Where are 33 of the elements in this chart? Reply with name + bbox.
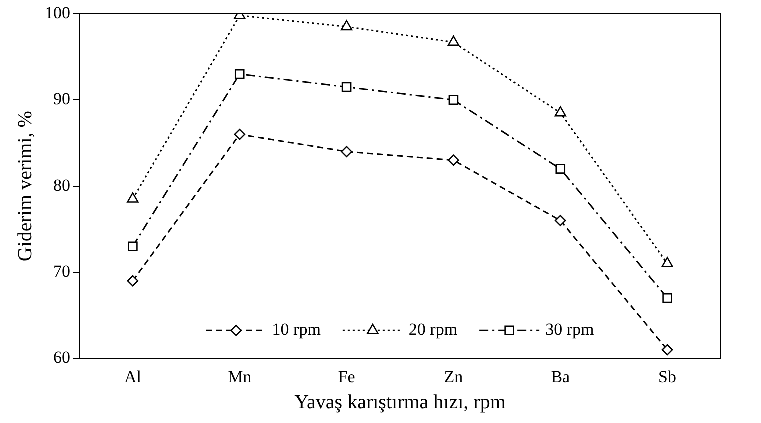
- point: [556, 164, 566, 174]
- x-tick-label: Fe: [338, 367, 356, 386]
- point: [448, 36, 460, 46]
- y-axis-title: Giderim verimi, %: [14, 111, 36, 262]
- point: [127, 275, 139, 287]
- x-tick-label: Zn: [444, 367, 464, 386]
- point: [554, 106, 566, 117]
- point: [340, 20, 353, 31]
- y-tick-label: 100: [45, 3, 70, 22]
- y-tick-label: 90: [54, 90, 70, 109]
- legend-label: 20 rpm: [408, 320, 458, 340]
- point: [662, 344, 674, 356]
- x-tick-label: Sb: [658, 367, 677, 386]
- point: [662, 293, 672, 304]
- x-axis-title: Yavaş karıştırma hızı, rpm: [294, 391, 506, 414]
- x-tick-label: Mn: [228, 367, 252, 386]
- point: [448, 154, 460, 166]
- point: [234, 128, 246, 140]
- legend-label: 10 rpm: [272, 320, 321, 340]
- point: [128, 242, 138, 252]
- x-tick-label: Ba: [551, 367, 571, 386]
- point: [554, 215, 566, 226]
- point: [127, 192, 139, 203]
- y-tick-label: 80: [54, 176, 70, 195]
- legend-label: 30 rpm: [546, 320, 594, 340]
- y-tick-label: 60: [54, 348, 70, 368]
- point: [342, 82, 352, 92]
- x-tick-label: Al: [124, 367, 142, 386]
- point: [234, 69, 245, 80]
- point: [662, 257, 674, 268]
- point: [448, 95, 459, 106]
- y-tick-label: 70: [54, 262, 70, 281]
- point: [341, 146, 352, 158]
